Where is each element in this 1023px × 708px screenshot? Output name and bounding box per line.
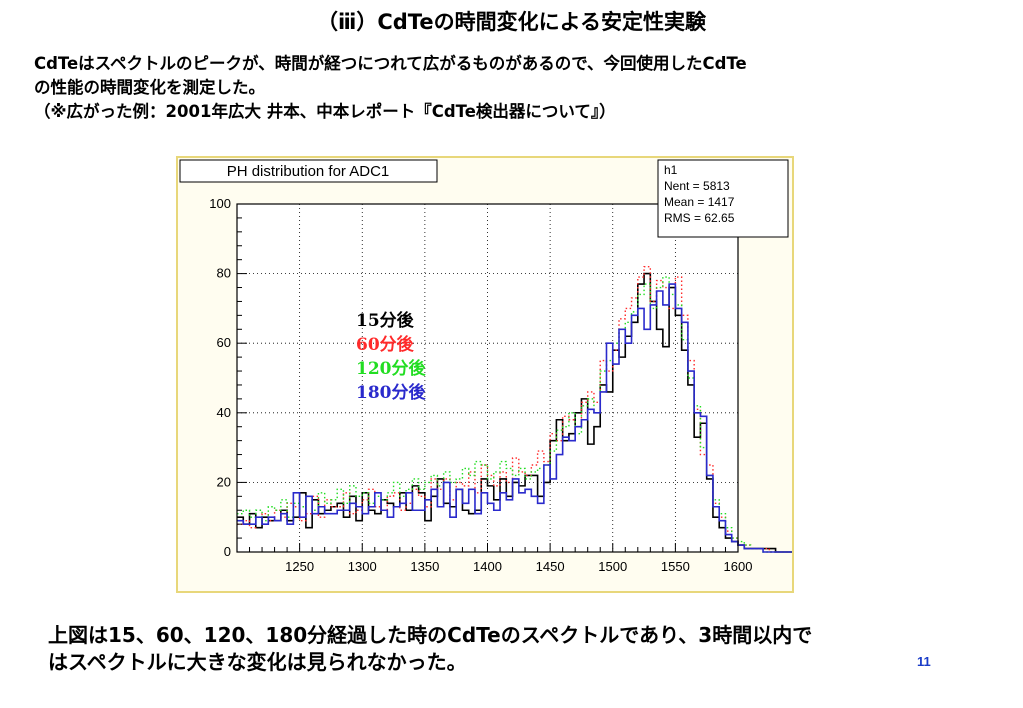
stats-name: h1 xyxy=(664,163,678,177)
slide-title: （ⅲ）CdTeの時間変化による安定性実験 xyxy=(317,10,706,34)
x-tick-label: 1550 xyxy=(661,559,690,574)
intro-line-3: （※広がった例：2001年広大 井本、中本レポート『CdTe検出器について』） xyxy=(34,102,616,121)
histogram-title-box xyxy=(179,159,438,183)
series-3-histogram xyxy=(237,276,792,553)
page-number: 11 xyxy=(917,654,931,669)
y-tick-label: 0 xyxy=(224,544,231,559)
x-tick-label: 1500 xyxy=(598,559,627,574)
histogram-title: PH distribution for ADC1 xyxy=(227,163,390,180)
x-tick-label: 1600 xyxy=(724,559,753,574)
legend-entry-2: 60分後 xyxy=(356,334,415,355)
x-tick-label: 1250 xyxy=(285,559,314,574)
x-tick-label: 1350 xyxy=(410,559,439,574)
caption-line-2: はスペクトルに大きな変化は見られなかった。 xyxy=(48,650,467,674)
x-tick-label: 1400 xyxy=(473,559,502,574)
series-1-histogram xyxy=(237,272,792,553)
intro-line-1: CdTeはスペクトルのピークが、時間が経つにつれて広がるものがあるので、今回使用… xyxy=(34,54,747,73)
stats-rms: RMS = 62.65 xyxy=(664,211,735,225)
histogram-panel: 1250 1300 1350 1400 1450 1500 1550 1600 0 20 40 60 8… xyxy=(176,156,794,593)
histogram-chart: 1250 1300 1350 1400 1450 1500 1550 1600 0 20 40 60 8… xyxy=(179,159,792,574)
intro-line-2: の性能の時間変化を測定した。 xyxy=(34,78,265,97)
x-tick-label: 1450 xyxy=(536,559,565,574)
y-tick-label: 40 xyxy=(217,405,231,420)
legend-entry-4: 180分後 xyxy=(356,382,426,403)
y-tick-label: 80 xyxy=(217,266,231,281)
y-tick-label: 100 xyxy=(209,196,231,211)
stats-box xyxy=(657,159,789,238)
legend-entry-1: 15分後 xyxy=(356,310,415,331)
y-tick-label: 60 xyxy=(217,335,231,350)
intro-text: CdTeはスペクトルのピークが、時間が経つにつれて広がるものがあるので、今回使用… xyxy=(34,52,994,124)
y-tick-label: 20 xyxy=(217,474,231,489)
caption-text: 上図は15、60、120、180分経過した時のCdTeのスペクトルであり、3時間… xyxy=(48,622,948,676)
series-2-histogram xyxy=(237,265,792,553)
x-tick-label: 1300 xyxy=(348,559,377,574)
caption-line-1: 上図は15、60、120、180分経過した時のCdTeのスペクトルであり、3時間… xyxy=(48,623,813,647)
series-4-histogram xyxy=(237,283,792,553)
stats-nent: Nent = 5813 xyxy=(664,179,730,193)
legend-entry-3: 120分後 xyxy=(356,358,426,379)
stats-mean: Mean = 1417 xyxy=(664,195,735,209)
